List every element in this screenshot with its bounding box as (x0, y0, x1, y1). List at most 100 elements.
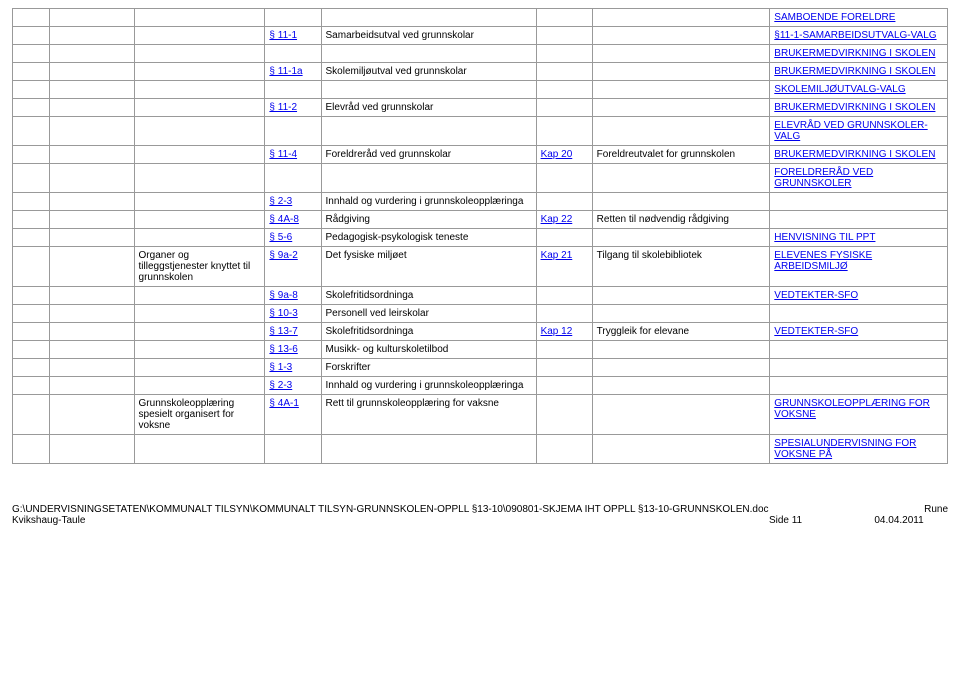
cell-link[interactable]: Kap 21 (541, 250, 573, 261)
cell-link[interactable]: VEDTEKTER-SFO (774, 326, 858, 337)
table-cell (592, 81, 770, 99)
cell-link[interactable]: § 11-1a (269, 66, 302, 77)
table-cell (536, 117, 592, 146)
table-cell: SPESIALUNDERVISNING FOR VOKSNE PÅ (770, 435, 948, 464)
footer-right: Rune (924, 504, 948, 515)
table-cell: § 5-6 (265, 229, 321, 247)
cell-link[interactable]: GRUNNSKOLEOPPLÆRING FOR VOKSNE (774, 398, 930, 420)
table-cell (13, 193, 50, 211)
table-row: FORELDRERÅD VED GRUNNSKOLER (13, 164, 948, 193)
table-row: SKOLEMILJØUTVALG-VALG (13, 81, 948, 99)
table-cell (265, 9, 321, 27)
table-cell (536, 63, 592, 81)
table-cell (321, 117, 536, 146)
cell-link[interactable]: BRUKERMEDVIRKNING I SKOLEN (774, 149, 935, 160)
table-cell: Kap 20 (536, 146, 592, 164)
table-cell: ELEVENES FYSISKE ARBEIDSMILJØ (770, 247, 948, 287)
table-cell (321, 81, 536, 99)
table-cell (134, 63, 265, 81)
cell-link[interactable]: §11-1-SAMARBEIDSUTVALG-VALG (774, 30, 936, 41)
table-row: SAMBOENDE FORELDRE (13, 9, 948, 27)
table-row: § 11-1 Samarbeidsutval ved grunnskolar §11… (13, 27, 948, 45)
cell-link[interactable]: Kap 22 (541, 214, 573, 225)
table-row: § 13-7SkolefritidsordningaKap 12Trygglei… (13, 323, 948, 341)
cell-link[interactable]: § 2-3 (269, 380, 292, 391)
table-cell (50, 193, 134, 211)
table-cell: Foreldreutvalet for grunnskolen (592, 146, 770, 164)
table-cell (50, 229, 134, 247)
table-row: § 13-6Musikk- og kulturskoletilbod (13, 341, 948, 359)
table-cell: VEDTEKTER-SFO (770, 287, 948, 305)
cell-link[interactable]: § 1-3 (269, 362, 292, 373)
cell-link[interactable]: BRUKERMEDVIRKNING I SKOLEN (774, 48, 935, 59)
table-cell (50, 287, 134, 305)
table-cell (265, 435, 321, 464)
table-cell (50, 27, 134, 45)
table-cell (50, 435, 134, 464)
cell-link[interactable]: VEDTEKTER-SFO (774, 290, 858, 301)
table-cell: Tryggleik for elevane (592, 323, 770, 341)
table-cell (13, 27, 50, 45)
cell-link[interactable]: BRUKERMEDVIRKNING I SKOLEN (774, 66, 935, 77)
cell-link[interactable]: ELEVENES FYSISKE ARBEIDSMILJØ (774, 250, 872, 272)
table-cell: BRUKERMEDVIRKNING I SKOLEN (770, 99, 948, 117)
table-cell: Personell ved leirskolar (321, 305, 536, 323)
cell-link[interactable]: § 5-6 (269, 232, 292, 243)
cell-link[interactable]: BRUKERMEDVIRKNING I SKOLEN (774, 102, 935, 113)
cell-link[interactable]: § 11-2 (269, 102, 297, 113)
table-cell: FORELDRERÅD VED GRUNNSKOLER (770, 164, 948, 193)
footer-page: Side 11 (769, 515, 802, 526)
table-cell: § 4A-1 (265, 395, 321, 435)
table-cell: BRUKERMEDVIRKNING I SKOLEN (770, 63, 948, 81)
table-cell (536, 435, 592, 464)
cell-link[interactable]: SPESIALUNDERVISNING FOR VOKSNE PÅ (774, 438, 916, 460)
cell-link[interactable]: Kap 12 (541, 326, 573, 337)
table-cell (50, 377, 134, 395)
table-cell (536, 229, 592, 247)
cell-link[interactable]: § 9a-2 (269, 250, 297, 261)
cell-link[interactable]: § 9a-8 (269, 290, 297, 301)
cell-link[interactable]: HENVISNING TIL PPT (774, 232, 875, 243)
table-cell: Tilgang til skolebibliotek (592, 247, 770, 287)
table-cell: § 11-1 (265, 27, 321, 45)
table-cell (592, 117, 770, 146)
cell-link[interactable]: § 13-7 (269, 326, 297, 337)
table-cell (536, 27, 592, 45)
table-cell (13, 377, 50, 395)
table-cell: Retten til nødvendig rådgiving (592, 211, 770, 229)
table-cell (134, 146, 265, 164)
cell-link[interactable]: § 4A-1 (269, 398, 298, 409)
cell-link[interactable]: § 10-3 (269, 308, 297, 319)
cell-link[interactable]: § 13-6 (269, 344, 297, 355)
table-cell (50, 99, 134, 117)
footer-path: G:\UNDERVISNINGSETATEN\KOMMUNALT TILSYN\… (12, 504, 769, 515)
table-row: § 1-3Forskrifter (13, 359, 948, 377)
table-cell (536, 305, 592, 323)
cell-link[interactable]: SKOLEMILJØUTVALG-VALG (774, 84, 905, 95)
table-cell (134, 9, 265, 27)
table-cell (13, 305, 50, 323)
table-cell (13, 9, 50, 27)
table-row: ELEVRÅD VED GRUNNSKOLER-VALG (13, 117, 948, 146)
cell-link[interactable]: FORELDRERÅD VED GRUNNSKOLER (774, 167, 873, 189)
cell-link[interactable]: Kap 20 (541, 149, 573, 160)
cell-link[interactable]: § 11-4 (269, 149, 297, 160)
table-cell (592, 45, 770, 63)
table-cell (536, 341, 592, 359)
table-cell (536, 287, 592, 305)
table-cell (134, 193, 265, 211)
table-cell: VEDTEKTER-SFO (770, 323, 948, 341)
table-cell: Samarbeidsutval ved grunnskolar (321, 27, 536, 45)
table-cell (50, 359, 134, 377)
footer-author: Kvikshaug-Taule (12, 515, 85, 526)
cell-link[interactable]: § 11-1 (269, 30, 297, 41)
cell-link[interactable]: § 2-3 (269, 196, 292, 207)
cell-link[interactable]: ELEVRÅD VED GRUNNSKOLER-VALG (774, 120, 927, 142)
table-cell (536, 9, 592, 27)
cell-link[interactable]: SAMBOENDE FORELDRE (774, 12, 895, 23)
table-cell (50, 9, 134, 27)
table-row: § 10-3 Personell ved leirskolar (13, 305, 948, 323)
table-cell: Kap 12 (536, 323, 592, 341)
table-cell (265, 81, 321, 99)
cell-link[interactable]: § 4A-8 (269, 214, 298, 225)
